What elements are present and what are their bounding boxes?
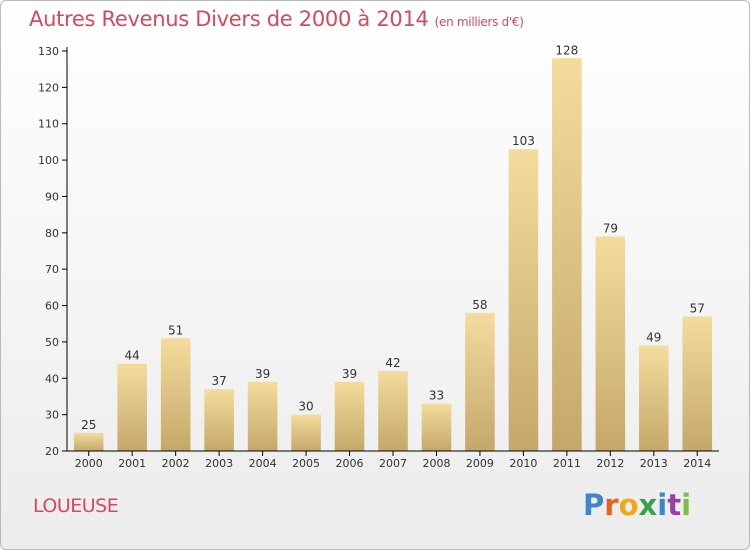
x-tick-label: 2007 [379, 457, 407, 470]
y-tick-label: 60 [45, 300, 59, 313]
logo-letter: r [604, 488, 619, 522]
bar-value-label: 25 [81, 418, 96, 432]
bar-value-label: 58 [472, 298, 487, 312]
bar-value-label: 57 [690, 301, 705, 315]
y-tick-label: 40 [45, 372, 59, 385]
logo-letter: x [638, 488, 658, 522]
y-tick-label: 90 [45, 190, 59, 203]
x-axis: 2000 2001 2002 2003 2004 2005 2006 2007 2008 2009… [67, 450, 719, 470]
bar [421, 403, 452, 451]
bar [204, 389, 234, 451]
bar-value-label: 49 [646, 331, 661, 345]
x-tick-label: 2011 [553, 457, 581, 470]
bar-value-label: 30 [298, 400, 313, 414]
bar [160, 338, 191, 451]
bar [595, 236, 626, 451]
bar [247, 381, 278, 451]
chart-title: Autres Revenus Divers de 2000 à 2014 (en … [29, 7, 524, 31]
bar-value-label: 44 [125, 349, 140, 363]
x-tick-label: 2000 [75, 457, 103, 470]
y-tick-label: 70 [45, 263, 59, 276]
bar-value-label: 39 [255, 367, 270, 381]
y-tick-label: 20 [45, 445, 59, 458]
chart-subtitle: (en milliers d'€) [434, 15, 524, 29]
logo-letter: P [583, 488, 605, 522]
y-tick-label: 130 [38, 45, 59, 58]
y-tick-label: 30 [45, 409, 59, 422]
y-tick-label: 110 [38, 118, 59, 131]
bar [552, 58, 582, 451]
bar-value-label: 37 [211, 374, 226, 388]
bar-value-label: 51 [168, 323, 183, 337]
bars: 25 44 51 37 39 30 39 42 33 58 103 128 79 49 57 [73, 43, 713, 451]
x-tick-label: 2014 [683, 457, 711, 470]
bar [508, 149, 539, 451]
bar-value-label: 39 [342, 367, 357, 381]
logo-letter: i [657, 488, 668, 522]
logo-letter: t [667, 488, 682, 522]
bar-value-label: 33 [429, 389, 444, 403]
logo-letter: i [681, 488, 692, 522]
bar-value-label: 79 [603, 221, 618, 235]
x-tick-label: 2006 [336, 457, 364, 470]
bar [465, 312, 495, 451]
x-tick-label: 2013 [640, 457, 668, 470]
bar [378, 371, 408, 451]
logo-letter: o [618, 488, 639, 522]
x-tick-label: 2008 [422, 457, 450, 470]
x-tick-label: 2001 [118, 457, 146, 470]
x-tick-label: 2010 [509, 457, 537, 470]
bar [639, 345, 669, 451]
x-tick-label: 2012 [596, 457, 624, 470]
bar [291, 414, 321, 451]
bar [682, 316, 713, 451]
bar [117, 363, 147, 451]
bar-value-label: 128 [555, 43, 578, 57]
y-tick-label: 120 [38, 81, 59, 94]
chart-title-text: Autres Revenus Divers de 2000 à 2014 [29, 7, 429, 31]
bar [334, 381, 365, 451]
y-tick-label: 100 [38, 154, 59, 167]
proxiti-logo: Proxiti [583, 488, 691, 522]
x-tick-label: 2005 [292, 457, 320, 470]
bar-value-label: 42 [385, 356, 400, 370]
x-tick-label: 2003 [205, 457, 233, 470]
commune-name: LOUEUSE [33, 495, 119, 517]
y-tick-label: 80 [45, 227, 59, 240]
x-tick-label: 2009 [466, 457, 494, 470]
x-tick-label: 2004 [249, 457, 277, 470]
bar [73, 432, 104, 451]
x-tick-label: 2002 [162, 457, 190, 470]
bar-value-label: 103 [512, 134, 535, 148]
y-tick-label: 50 [45, 336, 59, 349]
y-axis: 20 30 40 50 60 70 80 90 100 110 120 130 [38, 45, 68, 458]
